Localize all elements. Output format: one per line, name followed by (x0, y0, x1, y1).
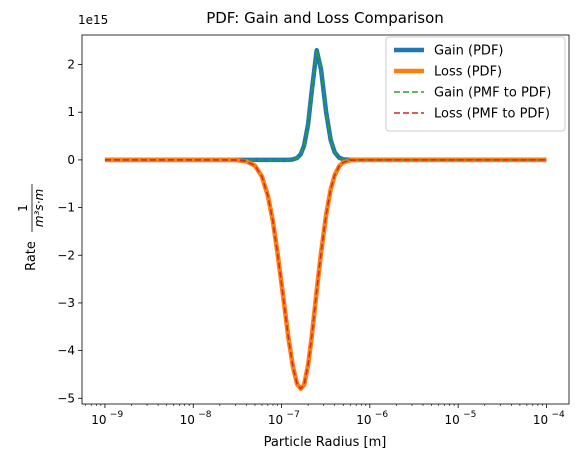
x-tick-label-3: 10 (268, 413, 283, 427)
y-tick-label-8: −5 (57, 391, 75, 405)
y-axis-title-prefix: Rate (24, 241, 39, 271)
x-tick-label-exp-6: −4 (551, 410, 565, 420)
y-offset-label: 1e15 (78, 13, 108, 27)
x-tick-label-6: 10 (533, 413, 548, 427)
y-axis-title: Rate 1 m³s·m (16, 184, 46, 271)
legend-box (385, 36, 566, 132)
legend: Gain (PDF) Loss (PDF) Gain (PMF to PDF) Los… (385, 36, 566, 132)
y-tick-label-6: −3 (57, 296, 75, 310)
y-axis-title-denominator: m³s·m (32, 189, 46, 227)
x-tick-label-4: 10 (356, 413, 371, 427)
x-axis-title: Particle Radius [m] (264, 435, 387, 450)
x-tick-label-exp-1: −9 (110, 410, 124, 420)
legend-label-4: Loss (PMF to PDF) (434, 107, 550, 122)
axes-frame (81, 34, 570, 405)
series-line-2 (104, 157, 547, 391)
x-tick-label-exp-4: −6 (375, 410, 389, 420)
chart-title: PDF: Gain and Loss Comparison (206, 9, 444, 27)
x-tick-label-2: 10 (180, 413, 195, 427)
x-tick-label-exp-3: −7 (287, 410, 300, 420)
x-tick-label-exp-5: −5 (463, 410, 476, 420)
y-tick-label-4: −1 (57, 201, 75, 215)
y-tick-label-7: −4 (57, 344, 75, 358)
legend-label-3: Gain (PMF to PDF) (434, 86, 551, 101)
legend-label-1: Gain (PDF) (434, 44, 504, 59)
y-axis-title-numerator: 1 (16, 204, 30, 212)
x-tick-label-5: 10 (445, 413, 460, 427)
y-tick-label-2: 1 (67, 105, 75, 119)
x-tick-label-exp-2: −8 (198, 410, 212, 420)
legend-label-2: Loss (PDF) (434, 65, 502, 80)
y-tick-label-3: 0 (67, 153, 75, 167)
x-tick-label-1: 10 (91, 413, 106, 427)
series-line-4 (104, 159, 547, 390)
y-tick-label-1: 2 (67, 58, 75, 72)
y-tick-label-5: −2 (57, 248, 75, 262)
